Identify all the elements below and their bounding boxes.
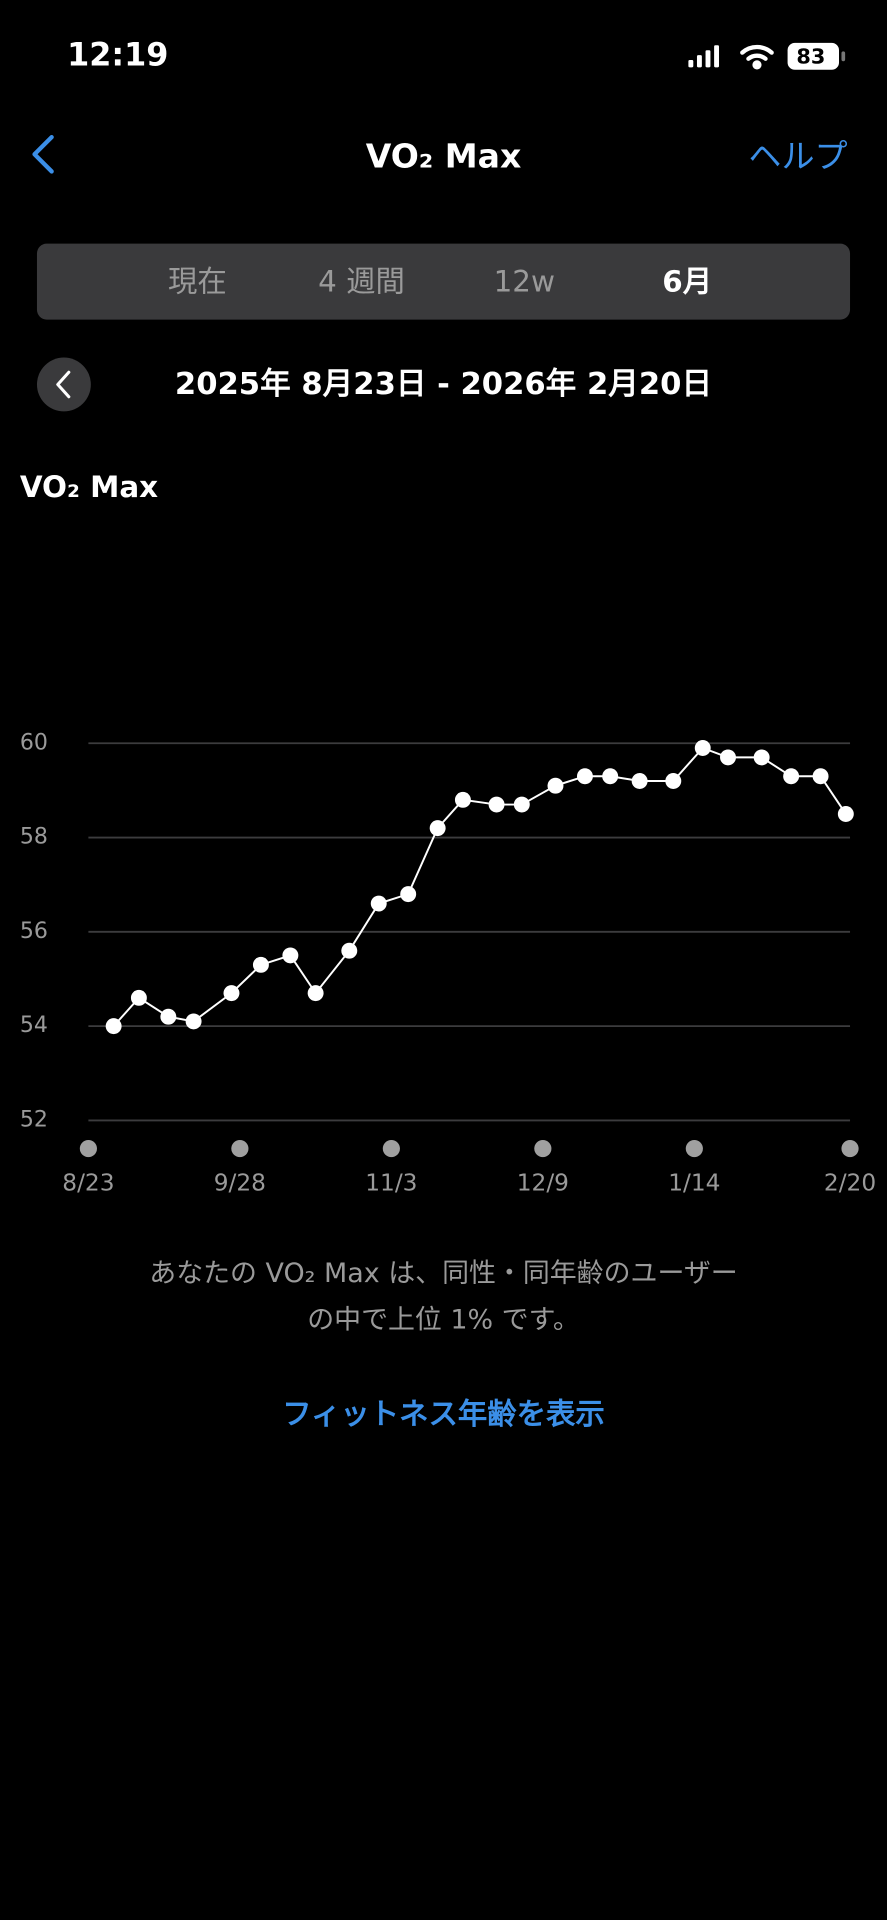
battery-tip — [841, 51, 846, 62]
data-point — [665, 773, 682, 789]
x-tick-label: 11/3 — [365, 1170, 417, 1197]
footer-text: あなたの VO₂ Max は、同性・同年齢のユーザー — [149, 1258, 737, 1289]
x-tick-label: 12/9 — [517, 1170, 569, 1197]
fitness-age-link[interactable]: フィットネス年齢を表示 — [282, 1397, 605, 1431]
data-point — [307, 985, 324, 1002]
data-point — [160, 1008, 177, 1025]
back-button[interactable] — [32, 135, 54, 174]
data-point — [185, 1013, 202, 1030]
data-point — [753, 749, 770, 766]
data-point — [105, 1018, 122, 1035]
segment-control — [36, 243, 851, 320]
nav-title: VO₂ Max — [366, 136, 522, 175]
data-point — [837, 806, 854, 822]
chart-title: VO₂ Max — [20, 470, 158, 504]
wifi-icon — [740, 44, 774, 70]
data-point — [720, 749, 736, 766]
date-range: 2025年 8月23日 - 2026年 2月20日 — [175, 367, 712, 402]
x-tick-dot — [841, 1140, 859, 1158]
data-point — [252, 956, 269, 973]
y-tick-label: 58 — [20, 825, 48, 850]
data-point — [341, 942, 358, 959]
battery-level: 83 — [796, 45, 825, 69]
x-tick-dot — [231, 1140, 249, 1158]
data-point — [370, 895, 387, 912]
data-point — [429, 820, 446, 837]
help-button[interactable]: ヘルプ — [748, 136, 847, 175]
x-tick-dot — [685, 1140, 703, 1158]
data-point — [783, 768, 800, 785]
segment-tab[interactable]: 12w — [494, 264, 555, 298]
data-point — [812, 768, 829, 785]
x-tick-dot — [382, 1140, 400, 1158]
prev-period-button[interactable] — [36, 357, 91, 412]
data-point — [282, 947, 299, 964]
y-tick-label: 56 — [20, 919, 48, 944]
y-tick-label: 60 — [20, 730, 48, 755]
prev-chevron — [56, 370, 71, 399]
data-point — [694, 740, 711, 756]
data-point — [454, 791, 471, 808]
y-tick-label: 54 — [20, 1013, 48, 1038]
data-point — [223, 985, 240, 1002]
signal-icon — [688, 45, 720, 68]
battery-icon — [787, 42, 840, 70]
status-time: 12:19 — [67, 35, 168, 73]
data-point — [602, 768, 619, 785]
x-tick-dot — [534, 1140, 552, 1158]
segment-tab[interactable]: 6月 — [662, 264, 712, 298]
data-point — [547, 777, 564, 794]
data-point — [400, 886, 417, 903]
data-point — [576, 768, 593, 785]
x-tick-label: 9/28 — [214, 1170, 266, 1197]
data-point — [631, 773, 648, 789]
x-tick-label: 1/14 — [668, 1170, 720, 1197]
x-tick-label: 2/20 — [824, 1170, 876, 1197]
data-point — [488, 796, 505, 813]
data-point — [513, 796, 530, 813]
x-tick-label: 8/23 — [62, 1170, 114, 1197]
y-tick-label: 52 — [20, 1107, 48, 1132]
segment-tab[interactable]: 現在 — [168, 264, 227, 298]
x-tick-dot — [79, 1140, 97, 1158]
segment-tab[interactable]: 4 週間 — [318, 264, 405, 298]
footer-text: の中で上位 1% です。 — [307, 1305, 580, 1336]
data-point — [130, 989, 147, 1006]
